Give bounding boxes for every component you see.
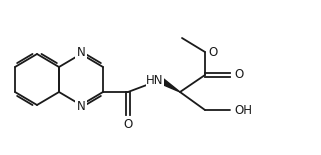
Text: O: O [208, 46, 217, 58]
Polygon shape [158, 77, 180, 92]
Text: O: O [123, 118, 133, 131]
Text: HN: HN [146, 73, 164, 86]
Text: N: N [77, 46, 85, 60]
Text: O: O [234, 69, 243, 82]
Text: N: N [77, 100, 85, 113]
Text: OH: OH [234, 104, 252, 117]
